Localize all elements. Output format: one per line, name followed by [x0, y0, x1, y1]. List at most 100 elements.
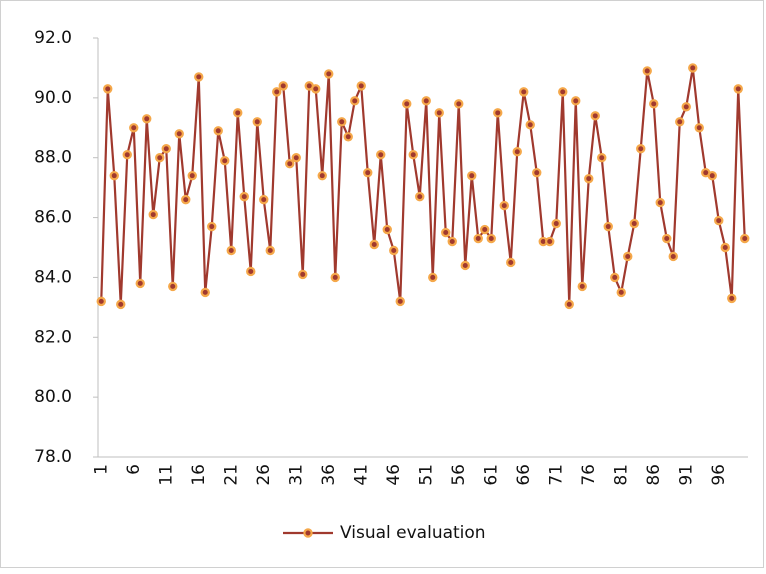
marker	[655, 197, 665, 208]
marker	[486, 233, 496, 244]
x-tick-label: 1	[91, 464, 111, 475]
y-tick-label: 90.0	[34, 88, 72, 108]
x-tick-label: 46	[384, 464, 404, 486]
marker	[148, 209, 158, 220]
marker	[129, 123, 139, 133]
marker	[168, 281, 178, 292]
marker	[265, 245, 275, 256]
x-tick-label: 66	[514, 464, 534, 486]
marker	[408, 150, 418, 160]
marker	[311, 84, 321, 94]
x-tick-label: 56	[449, 464, 469, 486]
marker	[161, 144, 171, 154]
marker	[525, 120, 535, 130]
legend-marker	[303, 528, 313, 538]
marker	[415, 191, 425, 202]
marker	[135, 278, 145, 289]
marker	[668, 251, 678, 262]
marker	[558, 87, 568, 97]
y-tick-label: 92.0	[34, 28, 72, 48]
marker	[233, 108, 243, 118]
marker	[584, 173, 594, 184]
x-tick-label: 86	[644, 464, 664, 486]
marker	[675, 117, 685, 127]
marker	[473, 233, 483, 244]
marker	[603, 221, 613, 232]
marker	[376, 150, 386, 160]
marker	[590, 111, 600, 121]
marker	[343, 132, 353, 142]
marker	[714, 215, 724, 226]
x-tick-label: 6	[124, 464, 144, 475]
marker	[122, 150, 132, 160]
marker	[512, 147, 522, 157]
x-tick-label: 71	[546, 464, 566, 486]
marker	[571, 96, 581, 106]
x-tick-label: 21	[221, 464, 241, 486]
marker	[259, 194, 269, 205]
marker	[480, 224, 490, 235]
x-tick-label: 11	[156, 464, 176, 486]
marker	[174, 129, 184, 139]
marker	[577, 281, 587, 292]
marker	[116, 299, 126, 310]
marker	[454, 99, 464, 109]
x-tick-label: 36	[319, 464, 339, 486]
marker	[330, 272, 340, 283]
x-tick-label: 91	[676, 464, 696, 486]
marker	[506, 257, 516, 268]
marker	[239, 191, 249, 202]
marker	[96, 296, 106, 307]
marker	[350, 96, 360, 106]
marker	[421, 96, 431, 106]
marker	[733, 84, 743, 94]
marker	[155, 153, 165, 163]
x-tick-label: 81	[611, 464, 631, 486]
line	[100, 67, 746, 305]
marker	[493, 108, 503, 118]
marker	[629, 218, 639, 229]
y-tick-label: 80.0	[34, 387, 72, 407]
marker	[291, 153, 301, 163]
marker	[337, 117, 347, 127]
marker	[623, 251, 633, 262]
marker	[707, 170, 717, 181]
y-tick-label: 78.0	[34, 447, 72, 467]
y-tick-label: 82.0	[34, 327, 72, 347]
marker	[616, 287, 626, 298]
marker	[649, 99, 659, 109]
marker	[363, 167, 373, 178]
marker	[636, 144, 646, 154]
marker	[662, 233, 672, 244]
marker	[727, 293, 737, 304]
x-tick-label: 26	[254, 464, 274, 486]
marker	[720, 242, 730, 253]
marker	[213, 126, 223, 136]
marker	[109, 170, 119, 181]
marker	[252, 117, 262, 127]
marker	[441, 227, 451, 238]
marker	[499, 200, 509, 211]
marker	[545, 236, 555, 247]
x-tick-label: 41	[351, 464, 371, 486]
y-tick-label: 88.0	[34, 148, 72, 168]
marker	[181, 194, 191, 205]
x-tick-label: 76	[579, 464, 599, 486]
marker	[467, 170, 477, 181]
marker	[142, 114, 152, 124]
marker	[532, 167, 542, 178]
marker	[298, 269, 308, 280]
marker	[740, 233, 750, 244]
marker	[194, 72, 204, 82]
marker	[460, 260, 470, 271]
marker	[688, 63, 698, 73]
x-tick-label: 31	[286, 464, 306, 486]
marker	[207, 221, 217, 232]
marker	[278, 81, 288, 91]
x-tick-label: 96	[709, 464, 729, 486]
y-tick-label: 86.0	[34, 208, 72, 228]
marker	[389, 245, 399, 256]
marker	[564, 299, 574, 310]
